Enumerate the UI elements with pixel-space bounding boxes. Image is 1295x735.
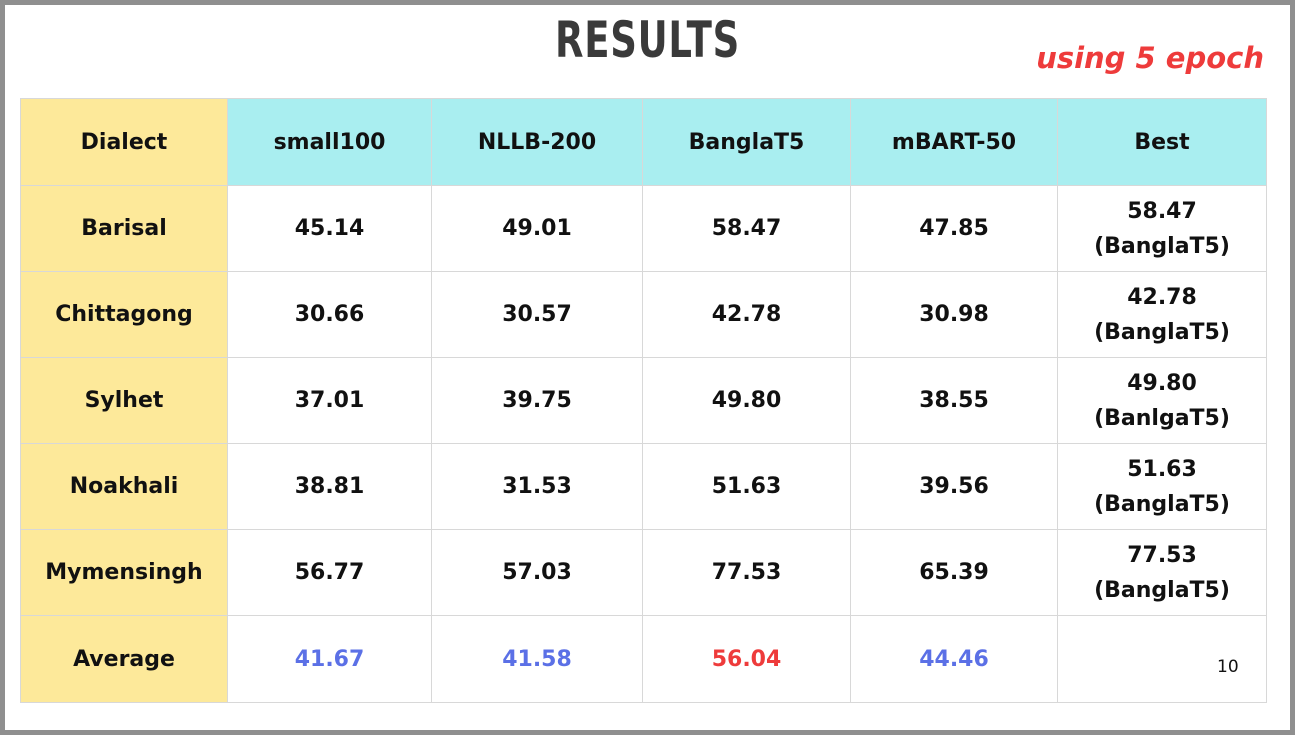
mbart-cell: 47.85: [850, 185, 1058, 272]
best-value: 42.78: [1127, 284, 1197, 310]
dialect-cell: Noakhali: [20, 443, 228, 530]
best-model: (BanlgaT5): [1094, 405, 1230, 431]
slide-subtitle: using 5 epoch: [1036, 41, 1264, 75]
small100-cell: 37.01: [227, 357, 432, 444]
slide: RESULTS using 5 epoch Dialect small100 N…: [5, 5, 1290, 730]
best-model: (BanglaT5): [1094, 577, 1230, 603]
results-table: Dialect small100 NLLB-200 BanglaT5 mBART…: [20, 98, 1267, 703]
small100-cell: 30.66: [227, 271, 432, 358]
table-row: Noakhali 38.81 31.53 51.63 39.56 51.63 (…: [20, 443, 1267, 530]
dialect-cell: Barisal: [20, 185, 228, 272]
small100-cell: 56.77: [227, 529, 432, 616]
best-cell: 51.63 (BanglaT5): [1057, 443, 1267, 530]
mbart-cell: 30.98: [850, 271, 1058, 358]
table-row: Sylhet 37.01 39.75 49.80 38.55 49.80 (Ba…: [20, 357, 1267, 444]
average-nllb: 41.58: [431, 615, 643, 703]
banglat5-cell: 49.80: [642, 357, 851, 444]
table-row: Chittagong 30.66 30.57 42.78 30.98 42.78…: [20, 271, 1267, 358]
table-row: Mymensingh 56.77 57.03 77.53 65.39 77.53…: [20, 529, 1267, 616]
small100-cell: 38.81: [227, 443, 432, 530]
average-small100: 41.67: [227, 615, 432, 703]
mbart-cell: 39.56: [850, 443, 1058, 530]
dialect-cell: Sylhet: [20, 357, 228, 444]
best-cell: 58.47 (BanglaT5): [1057, 185, 1267, 272]
banglat5-cell: 58.47: [642, 185, 851, 272]
table-header-row: Dialect small100 NLLB-200 BanglaT5 mBART…: [20, 98, 1267, 186]
best-model: (BanglaT5): [1094, 233, 1230, 259]
small100-cell: 45.14: [227, 185, 432, 272]
slide-title: RESULTS: [555, 11, 740, 69]
table-row: Barisal 45.14 49.01 58.47 47.85 58.47 (B…: [20, 185, 1267, 272]
banglat5-cell: 77.53: [642, 529, 851, 616]
banglat5-cell: 51.63: [642, 443, 851, 530]
best-cell: 77.53 (BanglaT5): [1057, 529, 1267, 616]
best-model: (BanglaT5): [1094, 491, 1230, 517]
nllb-cell: 31.53: [431, 443, 643, 530]
banglat5-cell: 42.78: [642, 271, 851, 358]
best-cell: 42.78 (BanglaT5): [1057, 271, 1267, 358]
nllb-cell: 39.75: [431, 357, 643, 444]
header-dialect: Dialect: [20, 98, 228, 186]
average-best: [1057, 615, 1267, 703]
best-model: (BanglaT5): [1094, 319, 1230, 345]
best-value: 77.53: [1127, 542, 1197, 568]
header-best: Best: [1057, 98, 1267, 186]
average-banglat5: 56.04: [642, 615, 851, 703]
mbart-cell: 65.39: [850, 529, 1058, 616]
page-number: 10: [1217, 657, 1239, 677]
average-mbart: 44.46: [850, 615, 1058, 703]
average-label: Average: [20, 615, 228, 703]
best-value: 49.80: [1127, 370, 1197, 396]
nllb-cell: 57.03: [431, 529, 643, 616]
header-mbart-50: mBART-50: [850, 98, 1058, 186]
nllb-cell: 49.01: [431, 185, 643, 272]
header-small100: small100: [227, 98, 432, 186]
header-nllb-200: NLLB-200: [431, 98, 643, 186]
dialect-cell: Chittagong: [20, 271, 228, 358]
best-value: 51.63: [1127, 456, 1197, 482]
best-cell: 49.80 (BanlgaT5): [1057, 357, 1267, 444]
dialect-cell: Mymensingh: [20, 529, 228, 616]
average-row: Average 41.67 41.58 56.04 44.46: [20, 615, 1267, 703]
header-banglat5: BanglaT5: [642, 98, 851, 186]
nllb-cell: 30.57: [431, 271, 643, 358]
best-value: 58.47: [1127, 198, 1197, 224]
mbart-cell: 38.55: [850, 357, 1058, 444]
